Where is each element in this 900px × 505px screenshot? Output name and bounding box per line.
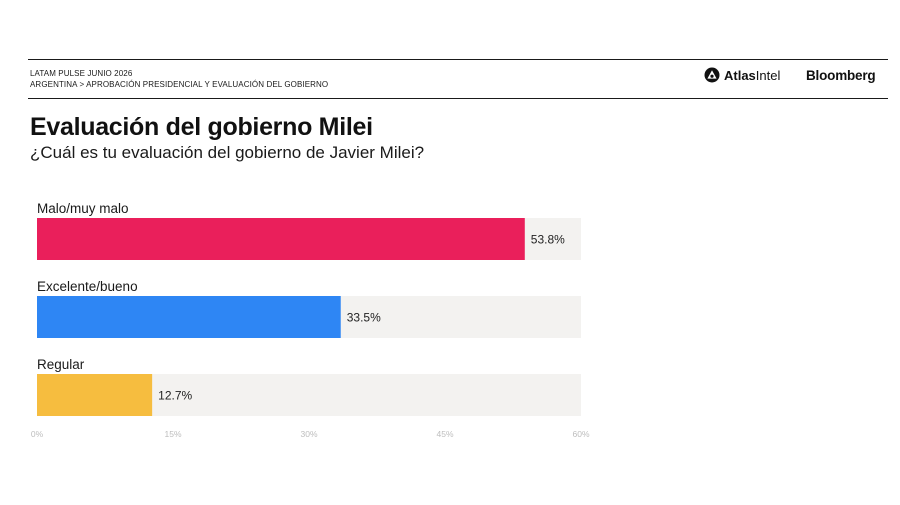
bar — [37, 296, 341, 338]
value-label: 53.8% — [531, 233, 565, 247]
bloomberg-logo: Bloomberg — [806, 68, 876, 83]
bar — [37, 374, 153, 416]
x-tick-label: 45% — [436, 429, 453, 439]
chart-subtitle: ¿Cuál es tu evaluación del gobierno de J… — [30, 143, 425, 162]
x-tick-label: 60% — [572, 429, 589, 439]
header-bottom-rule — [28, 98, 888, 99]
category-label: Regular — [37, 357, 85, 372]
report-series: LATAM PULSE JUNIO 2026 — [30, 69, 133, 78]
report-breadcrumb: ARGENTINA > APROBACIÓN PRESIDENCIAL Y EV… — [30, 80, 329, 89]
bar — [37, 218, 525, 260]
header-top-rule — [28, 59, 888, 60]
value-label: 12.7% — [158, 389, 192, 403]
category-label: Malo/muy malo — [37, 201, 129, 216]
atlasintel-wordmark: AtlasIntel — [724, 67, 781, 83]
category-label: Excelente/bueno — [37, 279, 138, 294]
atlasintel-icon — [704, 67, 720, 83]
report-header: LATAM PULSE JUNIO 2026 ARGENTINA > APROB… — [30, 68, 328, 90]
x-tick-label: 30% — [300, 429, 317, 439]
x-tick-label: 0% — [31, 429, 44, 439]
atlasintel-logo: AtlasIntel — [704, 67, 780, 83]
value-label: 33.5% — [347, 311, 381, 325]
chart-title: Evaluación del gobierno Milei — [30, 113, 373, 141]
x-tick-label: 15% — [164, 429, 181, 439]
